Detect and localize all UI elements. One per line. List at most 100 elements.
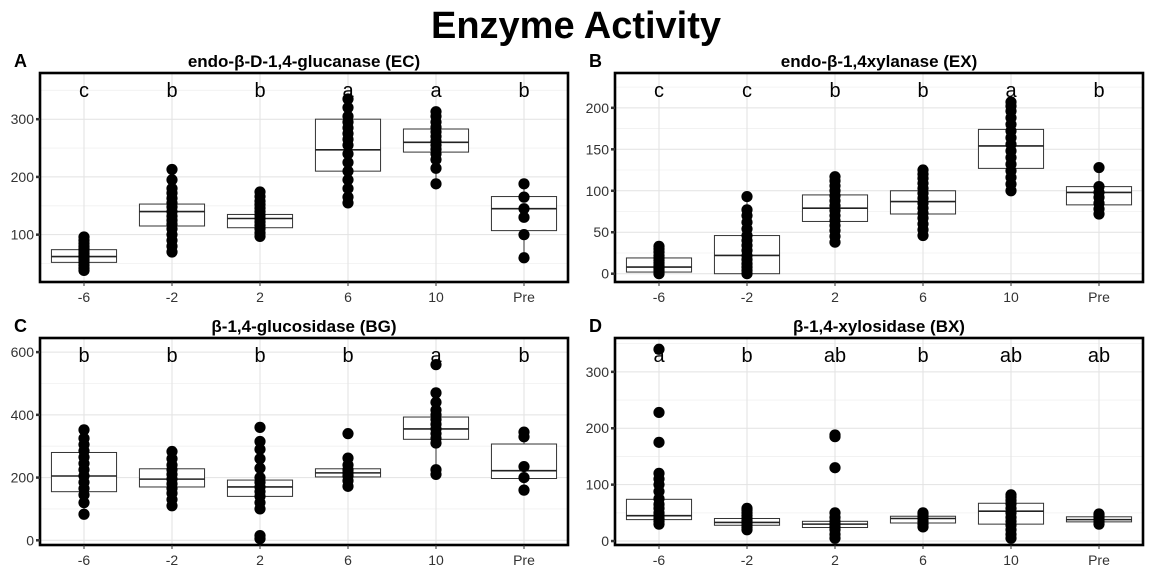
x-tick-label: -6 — [653, 289, 666, 305]
y-tick-label: 200 — [11, 169, 35, 185]
data-point — [653, 467, 665, 479]
x-tick-label: 6 — [919, 289, 927, 305]
data-point — [342, 428, 354, 440]
data-point — [342, 110, 354, 122]
significance-letter: ab — [824, 345, 846, 367]
panel-tag: C — [14, 316, 27, 336]
data-point — [342, 174, 354, 186]
significance-letter: b — [829, 80, 840, 102]
y-tick-label: 0 — [601, 266, 609, 282]
x-tick-label: 10 — [1003, 289, 1019, 305]
y-tick-label: 300 — [586, 364, 610, 380]
data-point — [653, 436, 665, 448]
x-tick-label: -2 — [741, 289, 754, 305]
data-point — [342, 165, 354, 177]
significance-letter: c — [742, 80, 752, 102]
data-point — [342, 148, 354, 160]
significance-letter: b — [518, 345, 529, 367]
x-tick-label: 10 — [428, 552, 444, 568]
panel-border — [613, 71, 1145, 284]
data-point — [518, 203, 530, 215]
data-point — [342, 156, 354, 169]
data-point — [1005, 489, 1017, 501]
data-point — [653, 406, 665, 419]
data-point — [166, 163, 178, 176]
panel-border — [613, 336, 1145, 547]
x-tick-label: -6 — [78, 552, 91, 568]
y-tick-label: 0 — [26, 532, 34, 548]
panel-tag: B — [589, 51, 602, 71]
data-point — [78, 424, 90, 436]
x-tick-label: 10 — [1003, 552, 1019, 568]
data-point — [917, 164, 929, 176]
y-tick-label: 400 — [11, 407, 35, 423]
x-tick-label: 2 — [831, 289, 839, 305]
panel-title: β-1,4-xylosidase (BX) — [793, 317, 965, 336]
data-point — [518, 460, 530, 473]
data-point — [653, 343, 665, 355]
panel-tag: A — [14, 51, 27, 71]
data-point — [254, 471, 266, 484]
panel-tag: D — [589, 316, 602, 336]
data-point — [829, 171, 841, 183]
significance-letter: ab — [1000, 345, 1022, 367]
data-point — [430, 464, 442, 476]
x-tick-label: Pre — [1088, 289, 1110, 305]
significance-letter: c — [654, 80, 664, 102]
main-title: Enzyme Activity — [430, 5, 722, 47]
data-point — [741, 204, 753, 216]
y-tick-label: 300 — [11, 111, 35, 127]
x-tick-label: -2 — [166, 289, 179, 305]
data-point — [829, 462, 841, 474]
data-point — [1093, 508, 1105, 520]
data-point — [254, 529, 266, 542]
x-tick-label: Pre — [1088, 552, 1110, 568]
significance-letter: ab — [1088, 345, 1110, 367]
y-tick-label: 200 — [586, 100, 610, 116]
significance-letter: a — [653, 345, 665, 367]
significance-letter: b — [917, 345, 928, 367]
x-tick-label: -6 — [653, 552, 666, 568]
data-point — [518, 211, 530, 223]
x-tick-label: -6 — [78, 289, 91, 305]
significance-letter: b — [254, 345, 265, 367]
significance-letter: b — [166, 345, 177, 367]
x-tick-label: -2 — [741, 552, 754, 568]
data-point — [917, 507, 929, 519]
significance-letter: b — [78, 345, 89, 367]
data-point — [342, 191, 354, 203]
data-point — [1093, 181, 1105, 193]
x-tick-label: 10 — [428, 289, 444, 305]
data-point — [254, 462, 266, 474]
x-tick-label: 2 — [831, 552, 839, 568]
data-point — [430, 359, 442, 371]
panel-title: endo-β-1,4xylanase (EX) — [781, 52, 978, 71]
significance-letter: b — [342, 345, 353, 367]
data-point — [430, 404, 442, 416]
significance-letter: a — [342, 80, 354, 102]
y-tick-label: 0 — [601, 533, 609, 549]
data-point — [1093, 161, 1105, 174]
data-point — [78, 497, 90, 509]
data-point — [78, 231, 90, 243]
data-point — [254, 421, 266, 433]
significance-letter: b — [741, 345, 752, 367]
data-point — [430, 396, 442, 408]
y-tick-label: 100 — [586, 183, 610, 199]
significance-letter: b — [518, 80, 529, 102]
y-tick-label: 600 — [11, 344, 35, 360]
significance-letter: b — [254, 80, 265, 102]
data-point — [518, 229, 530, 241]
data-point — [518, 178, 530, 190]
data-point — [342, 182, 354, 195]
panel-title: endo-β-D-1,4-glucanase (EC) — [188, 52, 420, 71]
x-tick-label: Pre — [513, 552, 535, 568]
significance-letter: c — [79, 80, 89, 102]
data-point — [741, 502, 753, 514]
data-point — [829, 429, 841, 441]
data-point — [518, 426, 530, 438]
significance-letter: b — [1093, 80, 1104, 102]
data-point — [653, 240, 665, 252]
